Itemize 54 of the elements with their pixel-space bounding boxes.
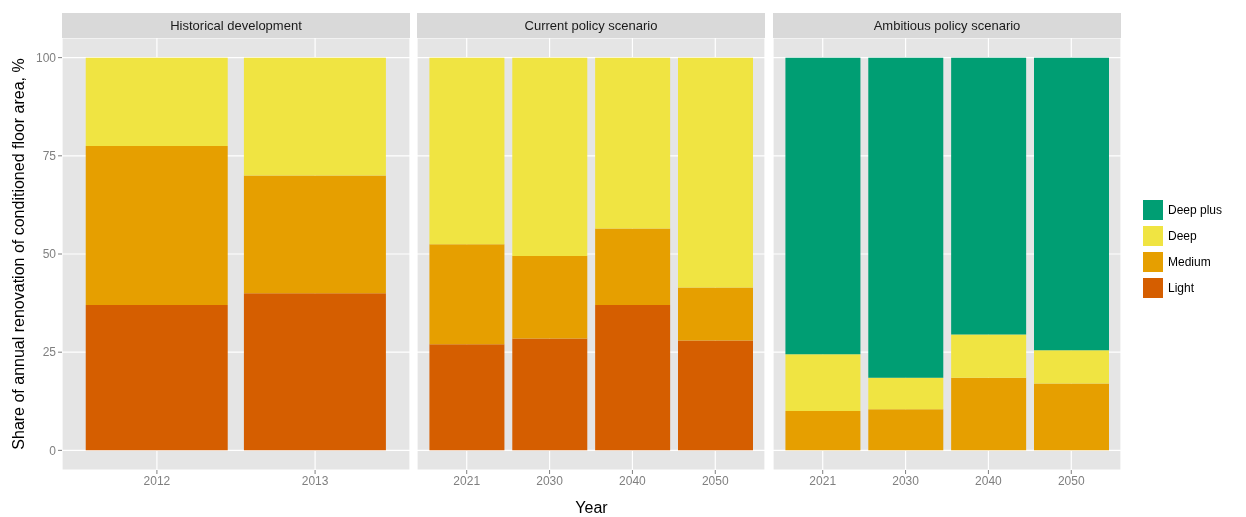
- x-tick-label: 2012: [143, 473, 171, 488]
- bar: [512, 338, 588, 451]
- legend-label: Deep plus: [1168, 203, 1223, 217]
- legend-label: Deep: [1168, 229, 1198, 243]
- chart-title: Historical development: [62, 13, 410, 38]
- chart-title: Ambitious policy scenario: [773, 13, 1121, 38]
- x-tick-label: 2040: [619, 473, 647, 488]
- bar: [1034, 383, 1109, 451]
- bar: [512, 57, 588, 256]
- y-tick-label: 0: [49, 443, 57, 458]
- bar: [85, 305, 228, 451]
- bar: [595, 305, 671, 451]
- x-tick-label: 2040: [975, 473, 1003, 488]
- bar: [85, 146, 228, 306]
- bar: [951, 377, 1027, 451]
- bar: [868, 409, 944, 451]
- bar: [1034, 57, 1109, 351]
- bar: [868, 57, 944, 378]
- y-tick-label: 100: [35, 50, 57, 65]
- bar: [595, 57, 671, 229]
- bar: [429, 244, 505, 345]
- x-tick-label: 2021: [453, 473, 481, 488]
- bar: [85, 57, 228, 146]
- bar: [512, 255, 588, 339]
- x-tick-label: 2013: [301, 473, 329, 488]
- bar: [678, 57, 753, 288]
- x-tick-label: 2021: [809, 473, 837, 488]
- bar: [595, 228, 671, 306]
- bar: [951, 57, 1027, 335]
- bar: [785, 57, 861, 355]
- bar: [243, 175, 386, 294]
- x-tick-label: 2050: [701, 473, 729, 488]
- bar: [951, 334, 1027, 378]
- bar: [785, 354, 861, 412]
- chart-title: Current policy scenario: [417, 13, 765, 38]
- bar: [429, 344, 505, 451]
- x-tick-label: 2030: [536, 473, 564, 488]
- bar: [678, 340, 753, 451]
- bar: [785, 411, 861, 451]
- bar: [1034, 350, 1109, 384]
- x-tick-label: 2050: [1057, 473, 1085, 488]
- legend-label: Medium: [1168, 255, 1211, 269]
- bar: [243, 57, 386, 176]
- bar: [429, 57, 505, 245]
- y-tick-label: 50: [42, 247, 57, 262]
- bar: [868, 377, 944, 410]
- x-tick-label: 2030: [892, 473, 920, 488]
- y-tick-label: 25: [42, 345, 57, 360]
- y-axis-title: Share of annual renovation of conditioned floor area, %: [10, 57, 28, 452]
- bar: [243, 293, 386, 451]
- y-tick-label: 75: [42, 149, 57, 164]
- x-axis-title: Year: [574, 499, 609, 517]
- legend-label: Light: [1168, 281, 1195, 295]
- bar: [678, 287, 753, 341]
